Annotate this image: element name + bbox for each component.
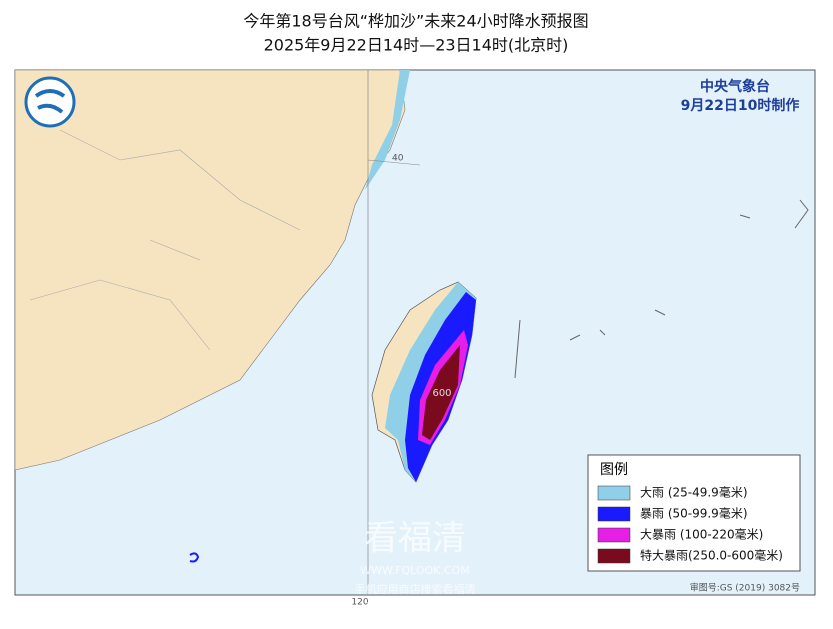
legend-label: 大暴雨 (100-220毫米): [640, 527, 763, 542]
island-rain: [189, 552, 200, 563]
extreme-rainstorm: [422, 345, 460, 440]
map: [14, 69, 816, 596]
legend-swatch: [597, 527, 631, 543]
watermark: 看福清: [364, 519, 466, 559]
legend-title: 图例: [600, 462, 628, 478]
watermark-url: WWW.FQLOOK.COM: [360, 564, 469, 577]
watermark-line: 手机应用商店搜索看福清: [355, 582, 476, 596]
legend-swatch: [597, 506, 631, 522]
lon-label: 120: [351, 598, 368, 608]
islands: [514, 199, 809, 379]
legend-swatch: [597, 548, 631, 564]
subtitle: 2025年9月22日14时—23日14时(北京时): [264, 36, 569, 55]
coast-rain: [365, 70, 410, 190]
lat-label: 40: [392, 154, 404, 164]
title: 今年第18号台风“桦加沙”未来24小时降水预报图: [243, 12, 588, 31]
approval: 审图号:GS (2019) 3082号: [690, 582, 800, 594]
province-border: [29, 129, 301, 351]
legend-label: 大雨 (25-49.9毫米): [640, 485, 748, 500]
watermark-line: 访问下载看福清APP: [366, 597, 464, 611]
legend-swatch: [597, 485, 631, 501]
legend-label: 暴雨 (50-99.9毫米): [640, 506, 748, 521]
parallel: [367, 159, 421, 166]
max-label: 600: [432, 388, 451, 399]
mainland: [14, 69, 406, 471]
legend-items: 大雨 (25-49.9毫米) 暴雨 (50-99.9毫米) 大暴雨 (100-220…: [597, 485, 783, 564]
logo: [24, 76, 76, 128]
made-time: 9月22日10时制作: [681, 97, 800, 114]
logo-mark: [34, 89, 66, 114]
legend-label: 特大暴雨(250.0-600毫米): [640, 548, 783, 563]
agency: 中央气象台: [700, 78, 770, 95]
